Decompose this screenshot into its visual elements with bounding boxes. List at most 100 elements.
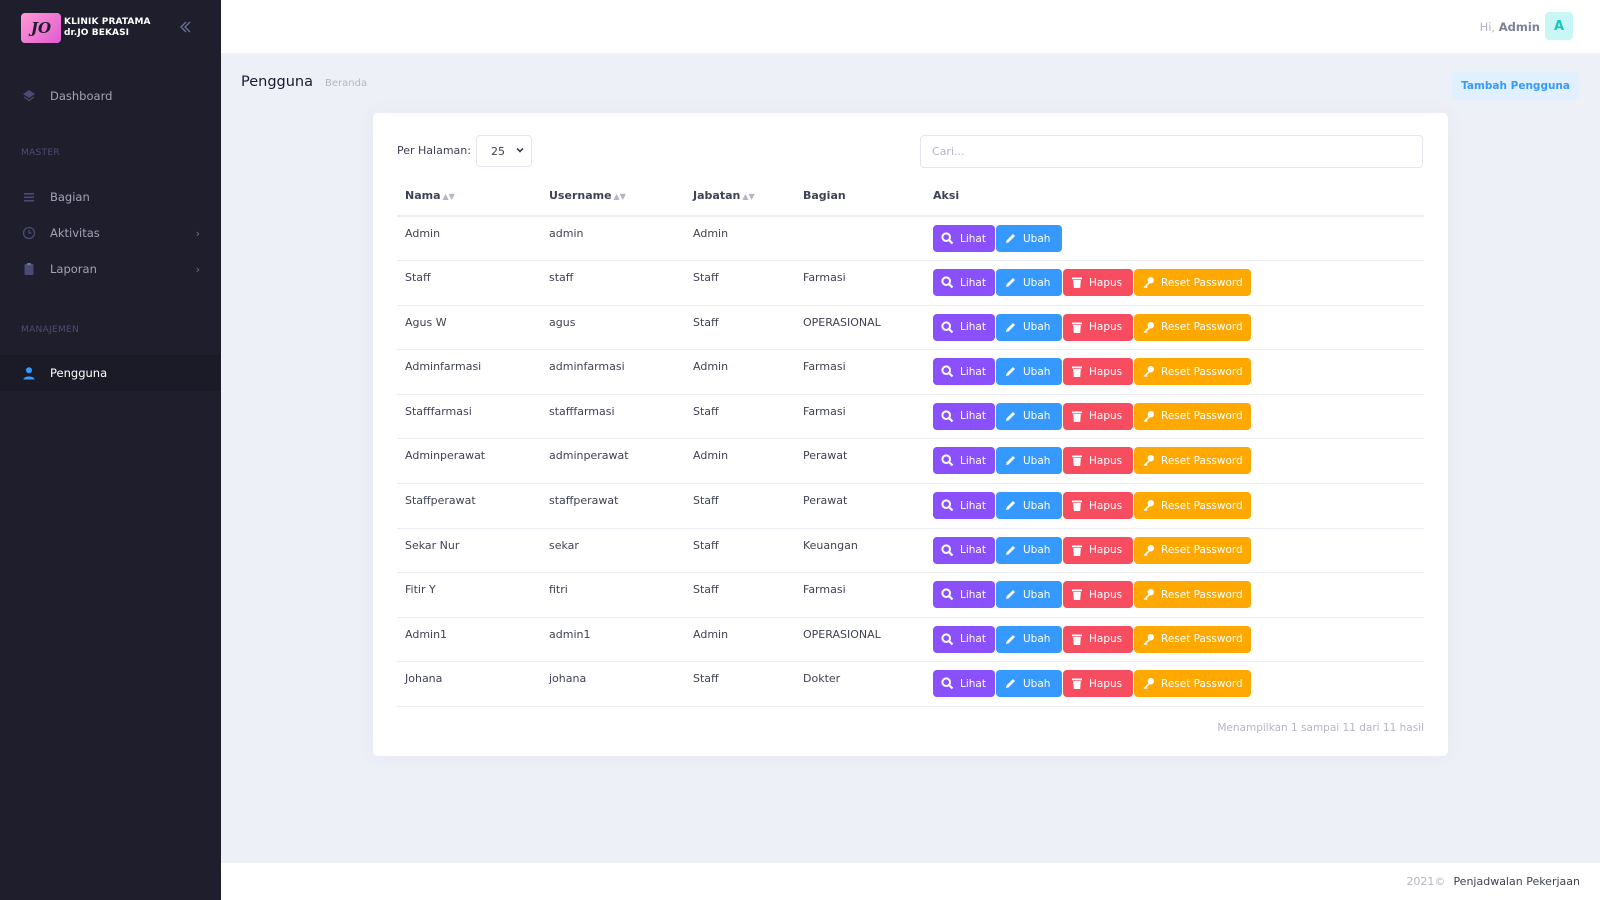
trash-icon [1072,366,1082,378]
cell-bagian: OPERASIONAL [795,617,925,663]
list-icon [21,189,37,205]
col-header-username[interactable]: Username ▲▼ [541,176,685,217]
lihat-button[interactable]: Lihat [933,670,995,698]
sidebar-item-aktivitas[interactable]: Aktivitas › [0,215,221,251]
hapus-button[interactable]: Hapus [1063,581,1133,609]
trash-icon [1072,277,1082,289]
hapus-button[interactable]: Hapus [1063,402,1133,430]
button-label: Lihat [960,544,986,557]
search-icon [941,588,954,601]
reset-password-button[interactable]: Reset Password [1134,492,1251,520]
reset-password-button[interactable]: Reset Password [1134,581,1251,609]
button-label: Hapus [1089,276,1123,289]
cell-username: admin [541,216,685,262]
cell-username: adminfarmasi [541,349,685,395]
button-label: Reset Password [1161,588,1243,601]
cell-bagian: Dokter [795,661,925,708]
button-label: Ubah [1023,454,1051,467]
table-row: Adminperawat adminperawat Admin Perawat Liha… [397,438,1424,485]
button-label: Lihat [960,454,986,467]
sidebar-item-pengguna[interactable]: Pengguna [0,355,221,391]
footer: 2021© Penjadwalan Pekerjaan [221,863,1600,900]
cell-jabatan: Admin [685,349,795,395]
footer-app-name[interactable]: Penjadwalan Pekerjaan [1453,875,1580,888]
collapse-sidebar-icon[interactable] [175,17,195,37]
reset-password-button[interactable]: Reset Password [1134,447,1251,475]
avatar[interactable]: A [1545,12,1573,40]
ubah-button[interactable]: Ubah [996,313,1062,341]
button-label: Hapus [1089,499,1123,512]
pencil-icon [1006,679,1015,689]
sidebar-item-dashboard[interactable]: Dashboard [0,78,221,114]
reset-password-button[interactable]: Reset Password [1134,536,1251,564]
cell-bagian: Farmasi [795,572,925,618]
reset-password-button[interactable]: Reset Password [1134,358,1251,386]
brand-logo[interactable]: JO [21,12,61,43]
search-input[interactable] [920,135,1423,168]
cell-username: sekar [541,528,685,574]
hapus-button[interactable]: Hapus [1063,313,1133,341]
ubah-button[interactable]: Ubah [996,581,1062,609]
reset-password-button[interactable]: Reset Password [1134,269,1251,297]
footer-copyright: 2021© Penjadwalan Pekerjaan [1406,875,1580,888]
hapus-button[interactable]: Hapus [1063,536,1133,564]
lihat-button[interactable]: Lihat [933,269,995,297]
hapus-button[interactable]: Hapus [1063,625,1133,653]
ubah-button[interactable]: Ubah [996,402,1062,430]
hapus-button[interactable]: Hapus [1063,358,1133,386]
ubah-button[interactable]: Ubah [996,269,1062,297]
cell-username: staff [541,260,685,306]
table-row: Adminfarmasi adminfarmasi Admin Farmasi Liha… [397,349,1424,395]
lihat-button[interactable]: Lihat [933,536,995,564]
ubah-button[interactable]: Ubah [996,536,1062,564]
user-greeting[interactable]: Hi, Admin [1480,20,1540,34]
ubah-button[interactable]: Ubah [996,225,1062,252]
lihat-button[interactable]: Lihat [933,402,995,430]
button-label: Ubah [1023,232,1051,245]
ubah-button[interactable]: Ubah [996,670,1062,698]
lihat-button[interactable]: Lihat [933,358,995,386]
ubah-button[interactable]: Ubah [996,447,1062,475]
button-label: Reset Password [1161,276,1243,289]
per-page-select[interactable]: 25 [476,135,532,167]
lihat-button[interactable]: Lihat [933,447,995,475]
hapus-button[interactable]: Hapus [1063,492,1133,520]
button-label: Reset Password [1161,321,1243,334]
cell-aksi: Lihat Ubah Hapus Reset Password [925,483,1424,529]
lihat-button[interactable]: Lihat [933,492,995,520]
ubah-button[interactable]: Ubah [996,492,1062,520]
hapus-button[interactable]: Hapus [1063,269,1133,297]
trash-icon [1072,500,1082,512]
hapus-button[interactable]: Hapus [1063,670,1133,698]
sidebar-item-laporan[interactable]: Laporan › [0,251,221,287]
add-user-button[interactable]: Tambah Pengguna [1452,72,1579,100]
search-icon [941,321,954,333]
reset-password-button[interactable]: Reset Password [1134,625,1251,653]
search-icon [941,232,954,245]
brand-logo-text: JO [30,18,52,37]
cell-nama: Admin [397,216,541,262]
col-header-aksi: Aksi [925,176,1424,217]
breadcrumb[interactable]: Beranda [325,78,368,89]
col-header-nama[interactable]: Nama ▲▼ [397,176,541,217]
cell-username: staffperawat [541,483,685,529]
col-header-jabatan[interactable]: Jabatan ▲▼ [685,176,795,217]
lihat-button[interactable]: Lihat [933,581,995,609]
reset-password-button[interactable]: Reset Password [1134,313,1251,341]
cell-bagian: Perawat [795,438,925,485]
lihat-button[interactable]: Lihat [933,313,995,341]
hapus-button[interactable]: Hapus [1063,447,1133,475]
key-icon [1143,678,1154,690]
button-label: Lihat [960,677,986,690]
cell-aksi: Lihat Ubah Hapus Reset Password [925,617,1424,663]
reset-password-button[interactable]: Reset Password [1134,402,1251,430]
per-page-label: Per Halaman: [397,144,471,157]
cell-aksi: Lihat Ubah Hapus Reset Password [925,528,1424,574]
sidebar-item-bagian[interactable]: Bagian [0,179,221,215]
lihat-button[interactable]: Lihat [933,625,995,653]
ubah-button[interactable]: Ubah [996,358,1062,386]
reset-password-button[interactable]: Reset Password [1134,670,1251,698]
ubah-button[interactable]: Ubah [996,625,1062,653]
lihat-button[interactable]: Lihat [933,225,995,252]
